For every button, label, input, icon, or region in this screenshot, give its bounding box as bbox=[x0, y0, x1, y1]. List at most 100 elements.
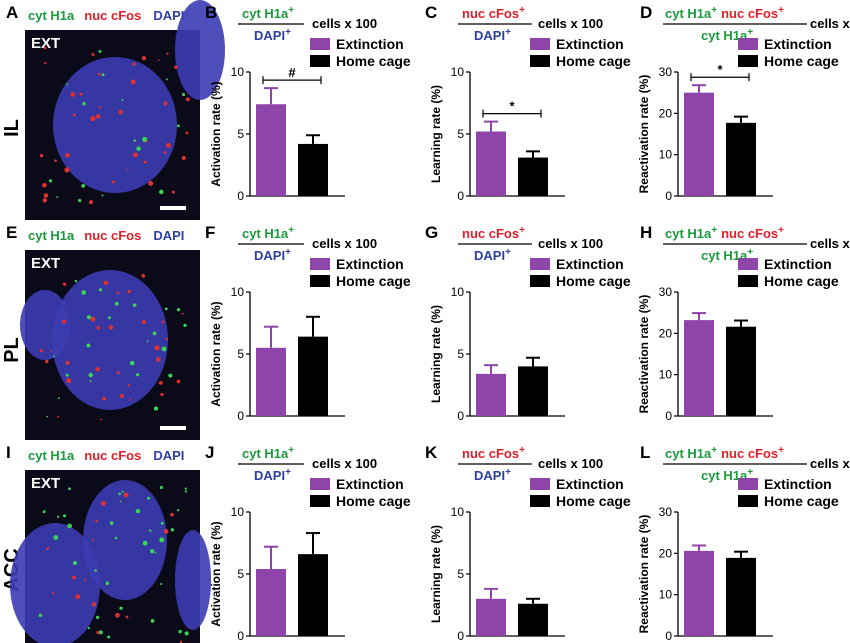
formula-denominator: DAPI+ bbox=[474, 27, 511, 43]
punctum bbox=[67, 523, 72, 529]
punctum bbox=[135, 373, 140, 377]
num-sup: + bbox=[711, 445, 717, 456]
y-tick-label: 20 bbox=[659, 546, 673, 560]
bar-extinction bbox=[684, 320, 714, 416]
punctum bbox=[53, 355, 55, 358]
label-nuc-cfos: nuc cFos bbox=[84, 448, 141, 463]
y-tick-label: 5 bbox=[237, 567, 244, 581]
y-tick-label: 10 bbox=[451, 505, 465, 519]
y-tick-label: 0 bbox=[237, 409, 244, 423]
legend-swatch-extinction bbox=[530, 38, 550, 50]
punctum bbox=[142, 540, 148, 546]
legend-swatch-home-cage bbox=[310, 55, 330, 67]
formula-denominator: cyt H1a+ bbox=[701, 467, 753, 483]
label-cyt-h1a: cyt H1a bbox=[28, 8, 75, 23]
punctum bbox=[116, 371, 120, 375]
bar-extinction bbox=[256, 569, 286, 636]
y-axis-label: Activation rate (%) bbox=[209, 81, 223, 186]
legend-swatch-extinction bbox=[310, 478, 330, 490]
y-tick-label: 0 bbox=[237, 629, 244, 643]
formula-denominator: DAPI+ bbox=[254, 247, 291, 263]
formula-tail: cells x 100 bbox=[810, 16, 850, 31]
nucleus-2 bbox=[175, 0, 225, 100]
punctum bbox=[92, 538, 94, 541]
num-label: cyt H1a bbox=[242, 6, 289, 21]
legend-label-home-cage: Home cage bbox=[336, 53, 411, 69]
punctum bbox=[163, 101, 168, 106]
punctum bbox=[184, 631, 189, 636]
formula-numerator: nuc cFos+ bbox=[462, 445, 525, 461]
punctum bbox=[158, 189, 164, 195]
label-cyt-h1a: cyt H1a bbox=[28, 448, 75, 463]
legend-swatch-home-cage bbox=[738, 55, 758, 67]
punctum bbox=[146, 340, 149, 343]
legend-swatch-home-cage bbox=[530, 275, 550, 287]
punctum bbox=[112, 180, 115, 184]
punctum bbox=[153, 406, 159, 411]
punctum bbox=[160, 583, 163, 586]
punctum bbox=[114, 536, 118, 540]
y-tick-label: 10 bbox=[659, 148, 673, 162]
punctum bbox=[149, 549, 155, 554]
punctum bbox=[165, 78, 168, 81]
punctum bbox=[101, 73, 105, 77]
punctum bbox=[64, 167, 70, 173]
formula-denominator: DAPI+ bbox=[254, 27, 291, 43]
panel-letter-i: I bbox=[6, 443, 11, 462]
punctum bbox=[81, 183, 86, 188]
num-sup: + bbox=[288, 225, 294, 236]
legend-label-extinction: Extinction bbox=[556, 36, 624, 52]
num-nuc-cfos: nuc cFos bbox=[721, 6, 778, 21]
row-label-il: IL bbox=[1, 119, 23, 137]
punctum bbox=[98, 49, 102, 53]
num-label: nuc cFos bbox=[462, 6, 519, 21]
punctum bbox=[129, 398, 132, 401]
punctum bbox=[185, 97, 190, 102]
punctum bbox=[102, 396, 106, 401]
label-dapi: DAPI bbox=[153, 448, 184, 463]
formula-tail: cells x 100 bbox=[538, 236, 603, 251]
panel-letter-e: E bbox=[6, 223, 17, 242]
y-tick-label: 5 bbox=[457, 347, 464, 361]
legend-label-extinction: Extinction bbox=[556, 256, 624, 272]
punctum bbox=[159, 485, 163, 489]
punctum bbox=[105, 581, 110, 585]
punctum bbox=[95, 615, 100, 620]
legend-label-extinction: Extinction bbox=[764, 256, 832, 272]
punctum bbox=[96, 114, 101, 119]
punctum bbox=[54, 159, 57, 162]
punctum bbox=[42, 182, 47, 188]
panel-letter-d: D bbox=[640, 3, 652, 22]
legend-label-home-cage: Home cage bbox=[556, 53, 631, 69]
den-cyt-h1a: cyt H1a bbox=[701, 28, 748, 43]
ext-label: EXT bbox=[31, 475, 60, 492]
formula-tail: cells x 100 bbox=[312, 456, 377, 471]
punctum bbox=[126, 168, 129, 171]
y-tick-label: 5 bbox=[457, 567, 464, 581]
punctum bbox=[96, 326, 101, 330]
punctum bbox=[98, 106, 102, 109]
legend-label-home-cage: Home cage bbox=[556, 273, 631, 289]
num-cyt-h1a: cyt H1a bbox=[665, 6, 712, 21]
punctum bbox=[90, 316, 96, 322]
panel-letter-g: G bbox=[425, 223, 438, 242]
legend-label-home-cage: Home cage bbox=[556, 493, 631, 509]
y-tick-label: 10 bbox=[659, 588, 673, 602]
punctum bbox=[181, 312, 184, 315]
punctum bbox=[75, 594, 81, 600]
y-tick-label: 30 bbox=[659, 65, 673, 79]
punctum bbox=[72, 575, 76, 580]
label-dapi: DAPI bbox=[153, 228, 184, 243]
formula-numerator: cyt H1a+ bbox=[242, 225, 294, 241]
punctum bbox=[176, 379, 181, 384]
bar-home-cage bbox=[518, 366, 548, 416]
formula-tail: cells x 100 bbox=[538, 16, 603, 31]
punctum bbox=[115, 612, 120, 618]
punctum bbox=[47, 547, 50, 550]
punctum bbox=[98, 630, 103, 635]
nucleus-2 bbox=[83, 480, 167, 600]
bar-home-cage bbox=[518, 603, 548, 636]
bar-extinction bbox=[476, 598, 506, 636]
